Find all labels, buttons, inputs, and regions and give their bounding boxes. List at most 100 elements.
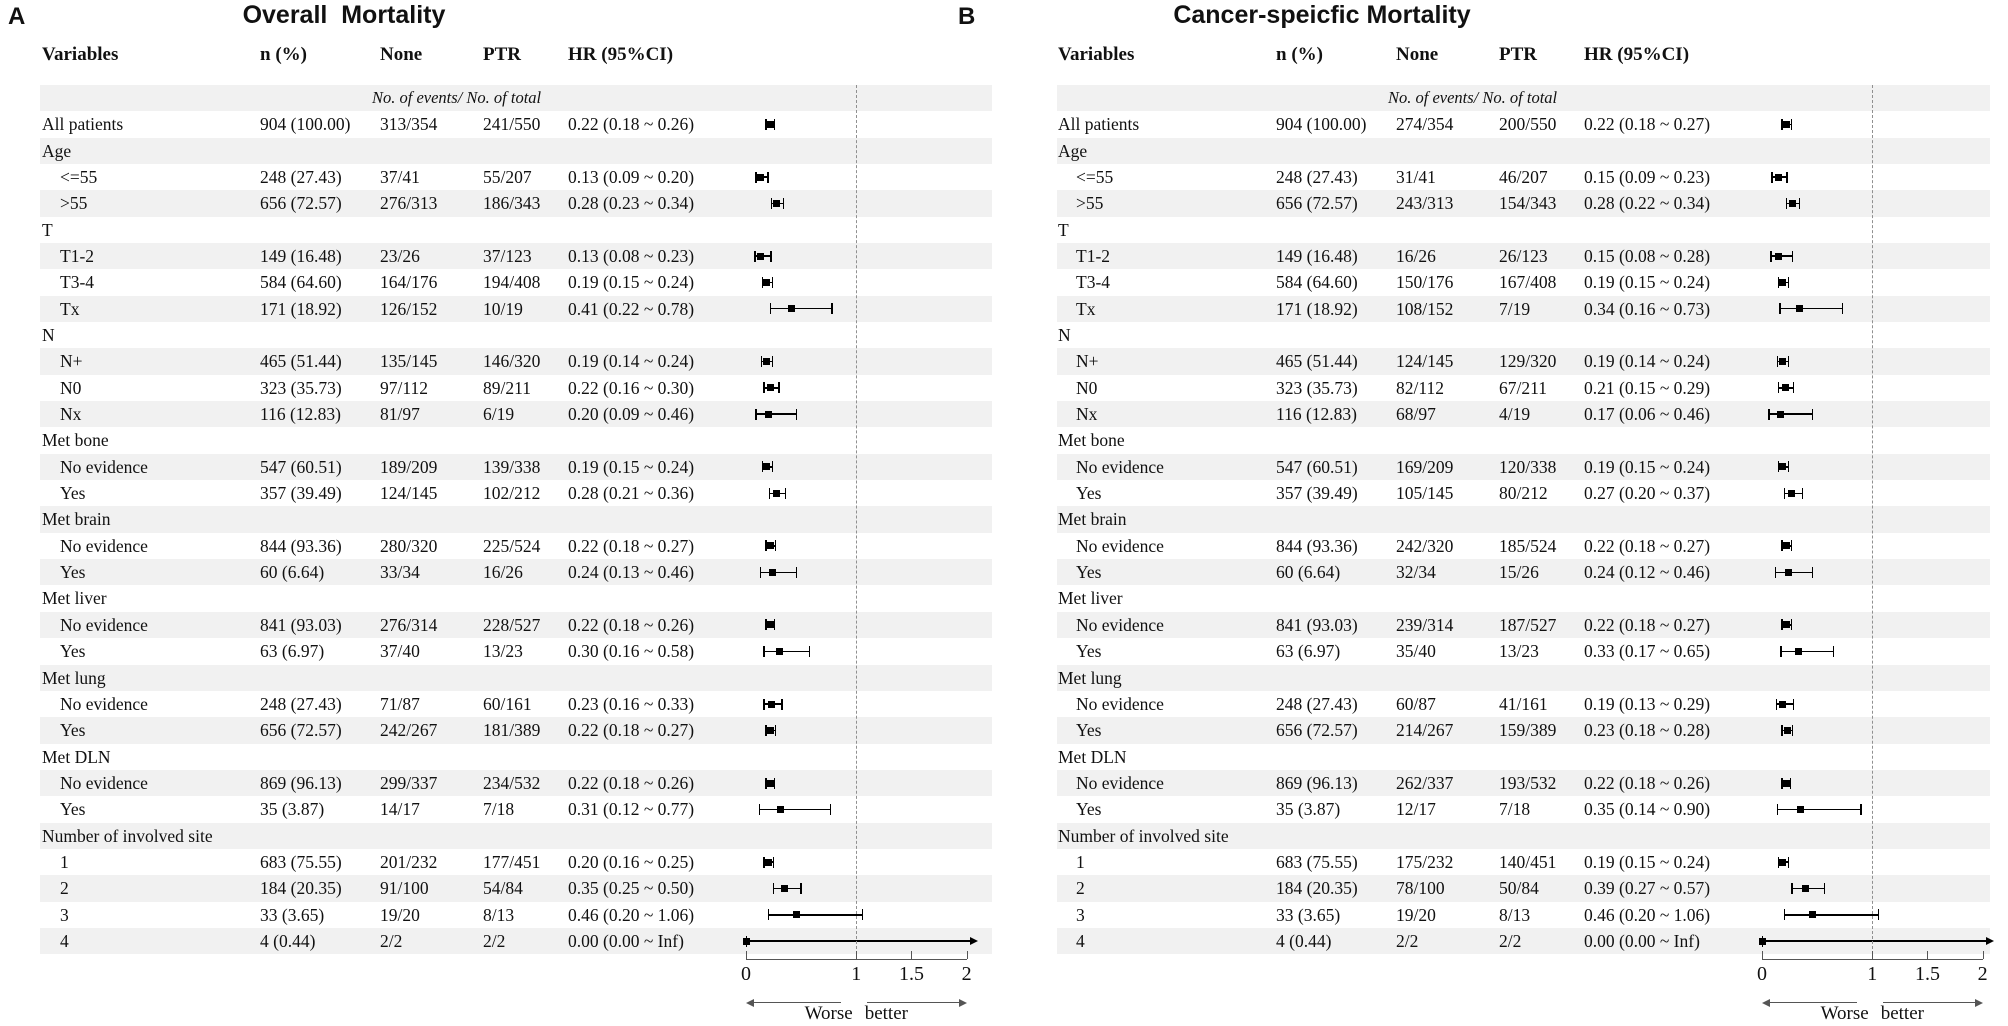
cell-none: 68/97 [1396, 404, 1436, 424]
row-label: Yes [60, 799, 86, 820]
cell-n: 149 (16.48) [260, 245, 342, 266]
cell-hr: 0.22 (0.18 ~ 0.26) [568, 772, 695, 793]
cell-hr: 0.19 (0.13 ~ 0.29) [1584, 693, 1711, 714]
cell-none: 150/176 [1396, 272, 1454, 293]
ci-cap-right [772, 856, 775, 868]
ci-cap-left [1776, 355, 1779, 367]
row-band [1057, 190, 1990, 217]
ci-cap-left [1783, 909, 1785, 921]
better-arrow [1883, 1002, 1976, 1003]
group-row-label: Met brain [42, 509, 111, 530]
ci-cap-left [765, 724, 767, 736]
row-band [40, 84, 992, 112]
forest-marker [0, 928, 1004, 954]
ci-cap-left [755, 408, 757, 420]
row-band [1057, 875, 1990, 902]
row-band [1057, 717, 1990, 744]
cell-ptr: 187/527 [1499, 614, 1557, 635]
axis-tick-label: 0 [1757, 963, 1767, 985]
panel-title: Overall Mortality [242, 1, 446, 29]
hr-point-marker [1809, 911, 1817, 919]
hr-point-marker [1775, 252, 1783, 260]
cell-n: 869 (96.13) [1276, 772, 1358, 793]
table-row: No evidence 869 (96.13) 299/337 234/532 0.22… [0, 769, 1004, 797]
ci-cap-right [773, 619, 776, 631]
forest-marker [1016, 164, 2008, 190]
forest-marker [0, 533, 1004, 559]
forest-marker [0, 348, 1004, 374]
forest-marker [0, 559, 1004, 585]
cell-none: 78/100 [1396, 878, 1445, 899]
worse-arrowhead-icon [1762, 998, 1770, 1007]
row-band [1057, 611, 1990, 639]
column-header-none: None [380, 44, 423, 65]
ci-cap-right [771, 461, 773, 473]
table-row: N+ 465 (51.44) 135/145 146/320 0.19 (0.14 ~ … [0, 348, 1004, 375]
cell-ptr: 7/18 [483, 799, 515, 820]
forest-marker [1016, 875, 2008, 901]
hr-point-marker [793, 911, 801, 919]
ci-cap-left [1778, 276, 1780, 288]
hr-point-marker [763, 357, 771, 365]
row-band [1057, 769, 1990, 797]
row-band [1057, 506, 1990, 533]
cell-n: 683 (75.55) [1276, 851, 1358, 872]
cell-ptr: 37/123 [483, 245, 532, 266]
ci-cap-left [765, 540, 767, 552]
row-label: T1-2 [1076, 245, 1111, 266]
cell-n: 357 (39.49) [1276, 483, 1358, 504]
cell-none: 37/41 [380, 166, 420, 187]
cell-ptr: 7/19 [1499, 298, 1531, 319]
cell-ptr: 26/123 [1499, 245, 1548, 266]
group-row-label: Met bone [42, 430, 109, 451]
row-label: T3-4 [60, 272, 95, 293]
cell-none: 189/209 [380, 456, 438, 477]
row-label: No evidence [60, 535, 148, 556]
cell-ptr: 140/451 [1499, 851, 1557, 872]
cell-n: 4 (0.44) [260, 931, 316, 951]
row-label: Yes [60, 641, 86, 662]
table-row: Met lung [0, 664, 1004, 691]
events-total-subheader: No. of events/ No. of total [372, 87, 542, 107]
row-label: T1-2 [60, 245, 95, 266]
cell-none: 105/145 [1396, 483, 1454, 504]
group-row-label: Number of involved site [42, 825, 213, 846]
forest-marker [1016, 638, 2008, 664]
cell-hr: 0.39 (0.27 ~ 0.57) [1584, 878, 1711, 899]
ci-cap-left [1768, 408, 1770, 420]
cell-hr: 0.33 (0.17 ~ 0.65) [1584, 641, 1711, 662]
hr-point-marker [1775, 173, 1783, 181]
ci-cap-left [767, 909, 769, 921]
row-band [40, 295, 992, 322]
row-band [40, 190, 992, 217]
table-row: Tx 171 (18.92) 126/152 10/19 0.41 (0.22 ~ 0.… [0, 295, 1004, 322]
row-label: >55 [1076, 193, 1104, 214]
cell-hr: 0.46 (0.20 ~ 1.06) [568, 904, 695, 925]
cell-n: 248 (27.43) [1276, 693, 1358, 714]
hr-point-marker [766, 621, 774, 629]
cell-ptr: 185/524 [1499, 535, 1557, 556]
axis-tick [856, 951, 858, 959]
cell-none: 299/337 [380, 772, 438, 793]
cell-none: 242/320 [1396, 535, 1454, 556]
cell-ptr: 234/532 [483, 772, 541, 793]
ci-cap-left [1775, 698, 1778, 710]
cell-n: 35 (3.87) [1276, 799, 1341, 820]
cell-hr: 0.19 (0.14 ~ 0.24) [1584, 351, 1711, 372]
ci-cap-left [1778, 856, 1780, 868]
cell-ptr: 67/211 [1499, 377, 1547, 398]
ci-cap-right [781, 698, 783, 710]
hr-point-marker [1782, 621, 1790, 629]
hr-point-marker [1779, 357, 1787, 365]
ci-line [763, 650, 810, 652]
forest-marker [1016, 612, 2008, 638]
table-row: Nx 116 (12.83) 68/97 4/19 0.17 (0.06 ~ 0.46) [1016, 401, 2008, 428]
forest-marker [1016, 480, 2008, 506]
ci-line [1762, 940, 1986, 942]
cell-hr: 0.20 (0.09 ~ 0.46) [568, 404, 695, 424]
cell-hr: 0.22 (0.16 ~ 0.30) [568, 377, 695, 398]
forest-marker [1016, 849, 2008, 875]
table-row: No evidence 844 (93.36) 242/320 185/524 0.22… [1016, 533, 2008, 559]
hr-point-marker [1788, 489, 1796, 497]
ci-cap-right [1789, 777, 1792, 789]
